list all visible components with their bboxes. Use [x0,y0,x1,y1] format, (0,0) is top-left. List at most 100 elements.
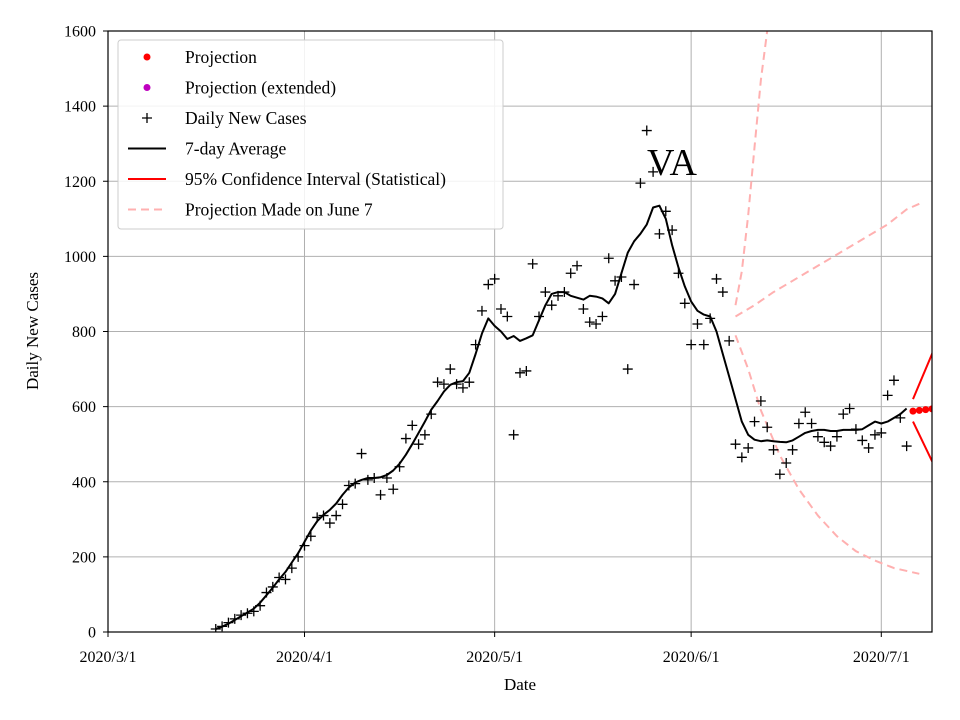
daily-case-point [781,457,792,468]
legend-swatch-daily [142,113,152,123]
ci-lower-line [912,421,932,463]
daily-case-point [451,379,462,390]
daily-case-point [755,395,766,406]
daily-case-point [483,279,494,290]
legend-swatch-projection-extended [143,84,151,91]
projection-point [954,402,960,409]
daily-case-point [255,600,266,611]
daily-case-point [831,431,842,442]
daily-case-point [825,441,836,452]
legend-box [117,39,504,230]
daily-case-point [673,268,684,279]
projection-point [941,404,948,411]
daily-case-point [293,551,304,562]
daily-case-point [495,303,506,314]
daily-case-point [540,287,551,298]
daily-case-point [800,407,811,418]
legend-swatch-projection [143,53,151,61]
y-tick-label: 600 [72,399,96,416]
daily-case-point [730,439,741,450]
daily-case-point [635,178,646,189]
daily-case-point [426,409,437,420]
daily-case-point [508,429,519,440]
daily-case-point [432,377,443,388]
daily-case-point [242,608,253,619]
daily-case-point [261,587,272,598]
daily-case-point [305,531,316,542]
projection-point [935,405,942,412]
daily-case-point [217,621,228,632]
daily-case-point [318,510,329,521]
daily-case-point [724,335,735,346]
daily-case-point [559,287,570,298]
daily-case-point [774,469,785,480]
daily-case-point [616,272,627,283]
daily-case-point [286,563,297,574]
projection-point [915,406,923,414]
daily-case-point [331,510,342,521]
y-tick-label: 1200 [64,174,96,191]
daily-case-point [223,617,234,628]
daily-case-point [324,518,335,529]
daily-case-point [299,540,310,551]
x-tick-label: 2020/7/1 [853,649,910,666]
daily-case-point [356,448,367,459]
daily-case-point [248,606,259,617]
projection-point [909,407,917,415]
daily-case-point [267,581,278,592]
daily-case-point [717,287,728,298]
y-tick-label: 800 [72,324,96,341]
daily-case-point [515,367,525,378]
y-tick-label: 200 [72,549,96,566]
daily-case-point [743,442,754,453]
daily-case-point [476,305,487,316]
daily-case-point [527,258,538,269]
legend-label: Projection Made on June 7 [185,200,373,220]
daily-case-point [610,275,621,286]
y-tick-label: 400 [72,474,96,491]
y-tick-label: 0 [88,625,96,642]
y-tick-label: 1600 [64,24,96,41]
daily-case-point [210,623,221,632]
daily-case-point [863,442,874,453]
daily-case-point [375,489,386,500]
daily-case-point [622,364,633,375]
daily-case-point [553,290,564,301]
daily-case-point [667,225,678,236]
projection-point [922,406,930,414]
y-tick-label: 1400 [64,99,96,116]
daily-case-point [844,403,855,414]
daily-case-point [692,318,703,329]
daily-case-point [869,429,880,440]
daily-case-point [489,273,500,284]
daily-case-point [895,412,906,423]
daily-case-point [350,478,361,489]
daily-case-point [711,273,722,284]
daily-case-point [388,484,399,495]
daily-case-point [838,409,849,420]
x-tick-label: 2020/5/1 [466,649,523,666]
projection-point [928,405,932,413]
daily-case-point [369,472,380,483]
daily-case-point [736,452,747,463]
daily-case-point [819,437,830,448]
daily-case-point [768,444,779,455]
daily-case-point [394,461,405,472]
daily-case-point [236,610,247,621]
daily-case-point [679,298,690,309]
daily-case-point [470,339,481,350]
daily-case-point [229,613,240,624]
daily-case-point [812,431,823,442]
axes: 2020/3/1 2020/4/1 2020/5/1 2020/6/1 2020/7/1… [64,24,910,667]
june7-projection-lower-line [734,334,920,575]
daily-case-point [686,339,697,350]
legend: Projection Projection (extended) Daily New… [117,39,504,230]
daily-case-point [457,382,468,393]
daily-case-point [419,429,430,440]
daily-case-point [578,303,589,314]
daily-case-point [312,512,323,523]
daily-case-point [857,435,868,446]
daily-case-point [413,439,424,450]
daily-case-point [438,379,449,390]
